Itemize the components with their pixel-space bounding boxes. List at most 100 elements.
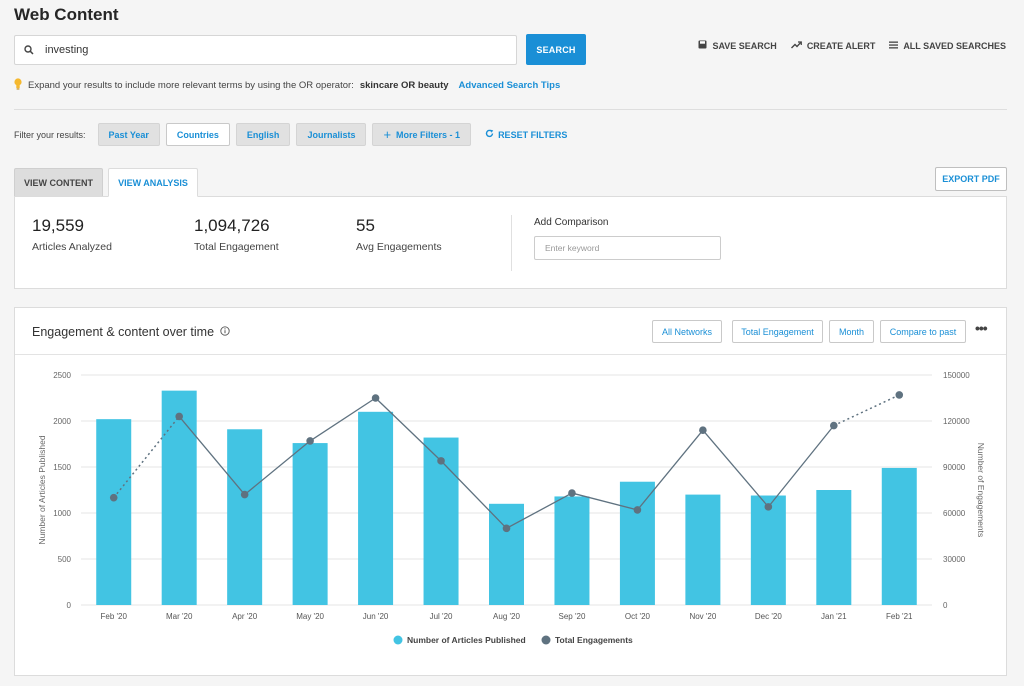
y-tick-label: 2500	[53, 371, 71, 380]
chart-title: Engagement & content over time	[32, 325, 230, 339]
tab-view-content[interactable]: VIEW CONTENT	[14, 168, 103, 197]
filter-chip-countries[interactable]: Countries	[165, 123, 230, 146]
reset-filters-button[interactable]: RESET FILTERS	[485, 129, 567, 140]
x-tick-label: Jun '20	[363, 612, 389, 621]
x-tick-label: Apr '20	[232, 612, 258, 621]
save-search-label: SAVE SEARCH	[712, 40, 777, 51]
chart-header-divider	[15, 354, 1006, 355]
legend-label-engagements: Total Engagements	[555, 635, 633, 645]
y-tick-label: 1500	[53, 463, 71, 472]
filter-chip-english[interactable]: English	[235, 123, 291, 146]
line-point	[371, 394, 380, 402]
line-point	[109, 493, 118, 502]
trending-icon	[790, 40, 802, 51]
line-point	[830, 421, 838, 430]
create-alert-label: CREATE ALERT	[806, 40, 876, 51]
total-engagement-button[interactable]: Total Engagement	[732, 320, 823, 343]
filter-label: Filter your results:	[14, 129, 86, 140]
all-saved-searches-button[interactable]: ALL SAVED SEARCHES	[889, 40, 1006, 51]
y-right-tick-label: 150000	[943, 371, 970, 380]
x-tick-label: Aug '20	[493, 612, 520, 621]
line-segment	[702, 429, 769, 508]
bar	[161, 390, 197, 605]
line-point	[306, 437, 314, 445]
bar	[881, 467, 917, 605]
filter-chip-journalists[interactable]: Journalists	[296, 123, 367, 146]
line-point	[175, 412, 183, 421]
bar	[554, 496, 590, 605]
plus-icon: +	[383, 127, 392, 142]
x-tick-label: Sep '20	[559, 612, 586, 621]
page-title: Web Content	[14, 5, 119, 24]
line-segment	[178, 415, 246, 496]
stat-avg-engagements: 55 Avg Engagements	[356, 216, 442, 253]
more-options-icon[interactable]: •••	[975, 320, 988, 336]
line-segment	[113, 415, 180, 499]
info-icon[interactable]	[220, 325, 230, 339]
bar	[816, 490, 852, 605]
x-tick-label: Jul '20	[430, 612, 453, 621]
line-point	[764, 503, 773, 511]
stat-label: Total Engagement	[194, 241, 279, 253]
stat-engagement: 1,094,726 Total Engagement	[194, 216, 279, 253]
tip-text: Expand your results to include more rele…	[28, 80, 354, 91]
compare-to-past-button[interactable]: Compare to past	[880, 320, 966, 343]
search-input[interactable]	[45, 44, 505, 56]
all-networks-button[interactable]: All Networks	[652, 320, 722, 343]
search-button[interactable]: SEARCH	[526, 34, 586, 65]
line-point	[895, 391, 904, 399]
refresh-icon	[485, 129, 494, 140]
save-icon	[698, 40, 707, 51]
line-segment	[506, 492, 573, 529]
save-search-button[interactable]: SAVE SEARCH	[698, 40, 777, 51]
line-segment	[375, 397, 442, 462]
line-point	[568, 489, 576, 497]
export-pdf-button[interactable]: EXPORT PDF	[935, 167, 1007, 191]
line-segment	[309, 397, 376, 442]
y-axis-title: Number of Articles Published	[37, 435, 47, 544]
bar	[358, 411, 394, 605]
y-tick-label: 0	[67, 601, 72, 610]
y-tick-label: 2000	[53, 417, 71, 426]
stat-label: Articles Analyzed	[32, 241, 112, 253]
y-right-axis-title: Number of Engagements	[976, 443, 986, 538]
more-filters-button[interactable]: + More Filters - 1	[372, 123, 472, 146]
line-segment	[440, 460, 507, 529]
line-point	[699, 426, 707, 434]
tab-view-analysis[interactable]: VIEW ANALYSIS	[108, 168, 198, 197]
line-segment	[767, 425, 835, 508]
comparison-keyword-input[interactable]: Enter keyword	[534, 236, 721, 260]
line-segment	[636, 429, 704, 511]
y-tick-label: 500	[58, 555, 72, 564]
y-right-tick-label: 120000	[943, 417, 970, 426]
reset-filters-label: RESET FILTERS	[498, 129, 568, 140]
line-segment	[571, 492, 638, 511]
y-tick-label: 1000	[53, 509, 71, 518]
add-comparison-label: Add Comparison	[534, 217, 609, 228]
divider	[14, 109, 1007, 110]
month-button[interactable]: Month	[829, 320, 874, 343]
x-tick-label: May '20	[296, 612, 324, 621]
bar	[489, 503, 524, 605]
stat-value: 19,559	[32, 216, 84, 235]
search-icon	[15, 45, 43, 55]
x-tick-label: Nov '20	[689, 612, 716, 621]
search-box[interactable]	[14, 35, 517, 65]
filter-chip-past-year[interactable]: Past Year	[97, 123, 160, 146]
chart-card: Engagement & content over time All Netwo…	[14, 307, 1007, 676]
x-tick-label: Oct '20	[625, 612, 651, 621]
line-point	[240, 490, 249, 499]
tip-example: skincare OR beauty	[359, 80, 449, 91]
line-point	[437, 457, 445, 465]
stat-value: 1,094,726	[194, 216, 270, 235]
lightbulb-icon	[14, 78, 22, 93]
x-tick-label: Mar '20	[166, 612, 193, 621]
line-segment	[833, 394, 900, 427]
bar	[685, 494, 721, 605]
bar	[227, 429, 263, 605]
y-right-tick-label: 90000	[943, 463, 966, 472]
create-alert-button[interactable]: CREATE ALERT	[790, 40, 876, 51]
search-tip: Expand your results to include more rele…	[14, 78, 560, 93]
line-point	[633, 506, 642, 514]
advanced-search-tips-link[interactable]: Advanced Search Tips	[458, 80, 561, 91]
